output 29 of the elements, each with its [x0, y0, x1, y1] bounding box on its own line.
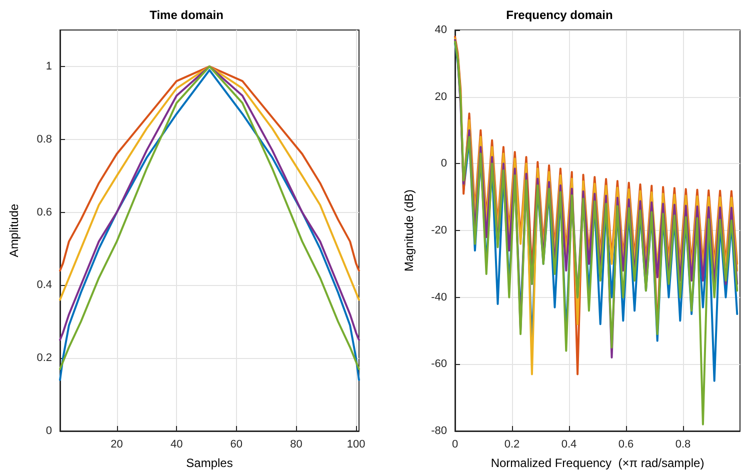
- y-tick-label: 20: [434, 90, 447, 103]
- chart-title: Frequency domain: [506, 8, 613, 22]
- y-tick-label: -80: [431, 425, 447, 437]
- chart-title: Time domain: [150, 8, 224, 22]
- x-tick-label: 40: [170, 438, 183, 450]
- y-tick-label: 0: [46, 425, 52, 437]
- y-axis-title: Magnitude (dB): [402, 189, 416, 272]
- x-tick-label: 0.6: [618, 438, 634, 450]
- y-tick-label: 0.4: [36, 279, 52, 292]
- x-tick-label: 20: [110, 438, 123, 450]
- y-tick-label: 0: [440, 158, 447, 170]
- y-axis-title: Amplitude: [7, 204, 21, 258]
- y-tick-label: -40: [431, 291, 447, 304]
- y-tick-label: 0.6: [36, 206, 52, 218]
- x-tick-label: 0: [452, 438, 458, 450]
- y-tick-label: 0.2: [36, 352, 52, 364]
- x-tick-label: 0.2: [504, 438, 520, 450]
- y-tick-label: 1: [46, 60, 52, 72]
- x-axis-title: Samples: [186, 456, 233, 470]
- x-tick-label: 0.4: [561, 438, 577, 450]
- y-tick-label: 0.8: [36, 133, 52, 146]
- y-tick-label: 40: [434, 24, 447, 36]
- x-axis-title: Normalized Frequency (×π rad/sample): [490, 456, 704, 470]
- x-tick-label: 80: [290, 438, 302, 450]
- y-tick-label: -60: [431, 358, 447, 370]
- x-tick-label: 100: [346, 438, 366, 450]
- x-tick-label: 60: [230, 438, 243, 450]
- y-tick-label: -20: [431, 224, 447, 236]
- x-tick-label: 0.8: [675, 438, 691, 450]
